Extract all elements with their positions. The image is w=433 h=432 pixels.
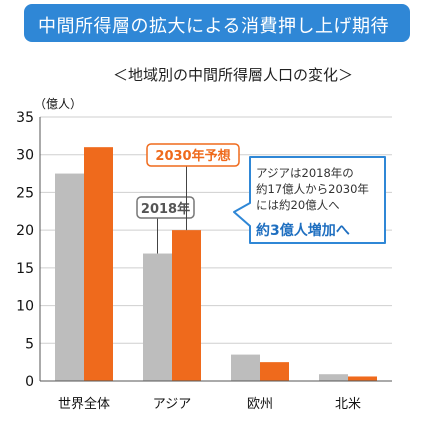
label-box-2018 <box>136 196 195 219</box>
tick-labels: 0 5 10 15 20 25 30 35 世界全体 アジア 欧州 北米 <box>16 110 361 412</box>
x-tick-label: 世界全体 <box>58 396 110 412</box>
y-tick-label: 10 <box>16 299 34 315</box>
annotation-line: アジアは2018年の <box>256 166 354 180</box>
y-tick-label: 25 <box>16 185 34 201</box>
y-tick-label: 5 <box>25 336 34 352</box>
x-tick-label: 北米 <box>335 397 361 412</box>
y-tick-label: 35 <box>16 110 34 126</box>
y-tick-label: 30 <box>16 148 34 164</box>
y-tick-label: 15 <box>16 261 34 277</box>
annotation-line: には約20億人へ <box>256 198 340 212</box>
bar-2018 <box>143 253 172 381</box>
y-axis-unit: （億人） <box>34 97 82 111</box>
bar-2030 <box>84 147 113 381</box>
bar-2030 <box>260 362 289 381</box>
y-tick-label: 20 <box>16 223 34 239</box>
axes <box>39 117 392 382</box>
label-box-2030 <box>146 143 240 167</box>
y-tick-label: 0 <box>25 374 34 390</box>
bar-2018 <box>231 354 260 381</box>
annotation-bubble <box>233 156 386 244</box>
chart-title: ＜地域別の中間所得層人口の変化＞ <box>113 66 353 84</box>
series-callouts: 2018年 2030年予想 <box>136 143 240 254</box>
header-banner: 中間所得層の拡大による消費押し上げ期待 <box>24 4 410 42</box>
series-label-2030: 2030年予想 <box>155 148 230 164</box>
bar-2018 <box>319 374 348 381</box>
bar-2030 <box>348 376 377 381</box>
annotation-line: 約17億人から2030年 <box>256 182 369 196</box>
banner-title: 中間所得層の拡大による消費押し上げ期待 <box>38 16 389 37</box>
x-tick-label: 欧州 <box>247 397 273 412</box>
annotation-highlight: 約3億人増加へ <box>256 222 350 239</box>
series-label-2018: 2018年 <box>141 201 190 217</box>
bar-2018 <box>55 173 84 381</box>
bar-2030 <box>172 230 201 381</box>
x-tick-label: アジア <box>153 397 191 412</box>
bars <box>55 147 377 381</box>
